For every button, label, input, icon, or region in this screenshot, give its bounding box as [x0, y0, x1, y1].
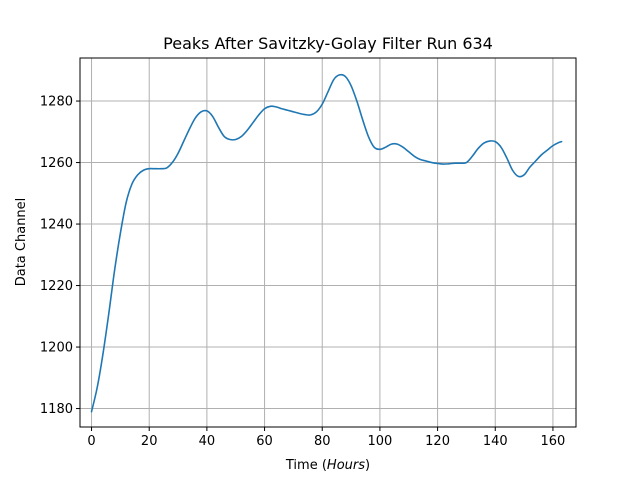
y-tick-label: 1200 [40, 341, 73, 356]
y-tick-label: 1280 [40, 95, 73, 110]
series-line [90, 73, 563, 413]
x-tick-label: 160 [541, 434, 566, 449]
x-tick-label: 100 [367, 434, 392, 449]
x-axis-ticks: 0 20 40 60 80 100 120 140 160 [87, 427, 565, 449]
x-tick-label: 0 [87, 434, 95, 449]
x-tick-label: 60 [256, 434, 273, 449]
x-axis-label-unit: Hours [327, 458, 365, 473]
x-axis-label-prefix: Time ( [285, 458, 327, 473]
x-axis-label: Time (Hours) [285, 458, 370, 473]
x-tick-label: 140 [483, 434, 508, 449]
y-tick-label: 1240 [40, 218, 73, 233]
x-tick-label: 40 [199, 434, 216, 449]
x-tick-label: 20 [141, 434, 158, 449]
chart-title: Peaks After Savitzky-Golay Filter Run 63… [163, 34, 493, 53]
x-axis-label-suffix: ) [365, 458, 370, 473]
y-tick-label: 1180 [40, 402, 73, 417]
grid [80, 58, 576, 427]
x-tick-label: 120 [425, 434, 450, 449]
plot-frame [79, 57, 577, 428]
x-tick-label: 80 [314, 434, 331, 449]
y-axis-ticks: 1180 1200 1220 1240 1260 1280 [40, 95, 80, 417]
y-tick-label: 1220 [40, 279, 73, 294]
y-axis-label: Data Channel [14, 198, 29, 287]
y-tick-label: 1260 [40, 156, 73, 171]
